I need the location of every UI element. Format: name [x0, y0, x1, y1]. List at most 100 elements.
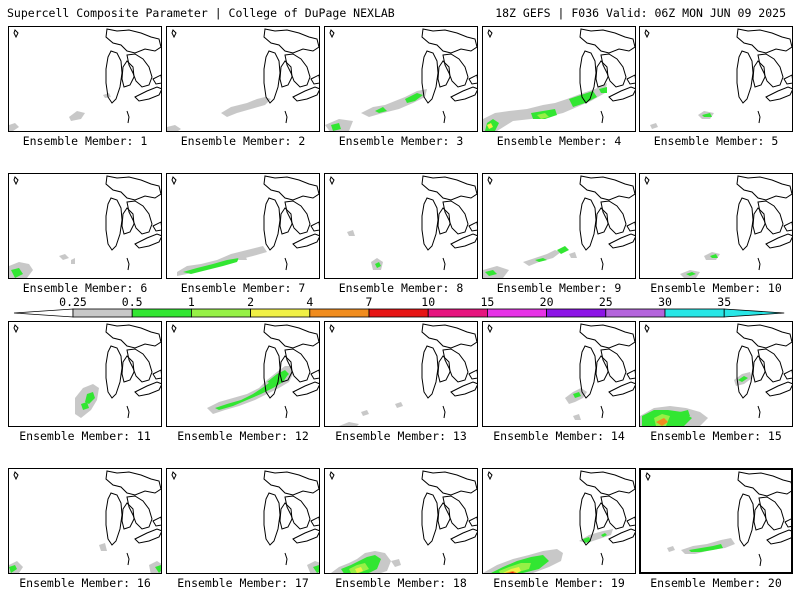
colorbar-segment: [664, 308, 725, 318]
lake-outline: [487, 176, 493, 186]
scp-contour-fill: [485, 270, 497, 276]
scp-contour-fill: [557, 246, 569, 254]
ensemble-member-panel-11[interactable]: [8, 321, 162, 427]
ensemble-member-panel-20[interactable]: [639, 468, 793, 574]
lake-outline: [421, 323, 477, 349]
lake-outline: [292, 233, 319, 249]
ensemble-member-panel-3[interactable]: [324, 26, 478, 132]
colorbar-tick-label: 0.5: [122, 295, 143, 309]
lake-outline: [13, 324, 19, 334]
lake-outline: [784, 518, 791, 528]
ensemble-member-panel-15[interactable]: [639, 321, 793, 427]
lake-outline: [152, 221, 161, 232]
scp-contour-fill: [537, 113, 549, 119]
coast-outline: [600, 552, 604, 566]
lake-outline: [487, 471, 493, 481]
ensemble-member-panel-1[interactable]: [8, 26, 162, 132]
colorbar-tick-label: 7: [366, 295, 373, 309]
scp-contour-fill: [681, 538, 735, 554]
lake-outline: [626, 221, 635, 232]
lake-outline: [171, 324, 177, 334]
coast-outline: [126, 110, 130, 124]
ensemble-member-panel-19[interactable]: [482, 468, 636, 574]
member-map-7: [171, 175, 319, 276]
colorbar-segment: [368, 308, 429, 318]
coast-outline: [442, 405, 446, 419]
lake-outline: [626, 369, 635, 380]
lake-outline: [608, 86, 635, 102]
member-map-16: [9, 470, 161, 573]
member-label-11: Ensemble Member: 11: [19, 429, 151, 443]
scp-contour-fill: [361, 410, 369, 416]
lake-outline: [13, 176, 19, 186]
ensemble-member-panel-12[interactable]: [166, 321, 320, 427]
scp-contour-fill: [339, 422, 359, 426]
coast-outline: [600, 110, 604, 124]
lake-outline: [468, 516, 477, 527]
scp-contour-fill: [395, 402, 403, 408]
lake-outline: [263, 197, 281, 251]
lake-outline: [595, 207, 609, 235]
lake-outline: [579, 345, 597, 399]
colorbar-under-arrow: [13, 308, 74, 318]
lake-outline: [442, 495, 469, 530]
lake-outline: [421, 470, 477, 496]
coast-outline: [284, 110, 288, 124]
ensemble-member-panel-8[interactable]: [324, 173, 478, 279]
lake-outline: [279, 207, 293, 235]
coast-outline: [442, 257, 446, 271]
lake-outline: [263, 50, 281, 104]
lake-outline: [758, 496, 785, 531]
ensemble-member-panel-14[interactable]: [482, 321, 636, 427]
lake-outline: [579, 28, 635, 54]
coast-outline: [284, 405, 288, 419]
member-map-12: [171, 323, 319, 419]
ensemble-member-panel-17[interactable]: [166, 468, 320, 574]
lake-outline: [608, 528, 635, 544]
scp-contour-fill: [599, 87, 607, 93]
ensemble-member-panel-13[interactable]: [324, 321, 478, 427]
lake-outline: [292, 86, 319, 102]
scp-contour-fill: [656, 418, 668, 426]
ensemble-member-panel-2[interactable]: [166, 26, 320, 132]
colorbar-tick-label: 10: [421, 295, 435, 309]
lake-outline: [284, 495, 311, 530]
lake-outline: [600, 53, 627, 88]
lake-outline: [783, 369, 792, 380]
ensemble-member-panel-10[interactable]: [639, 173, 793, 279]
scp-contour-fill: [155, 565, 161, 573]
lake-outline: [263, 28, 319, 54]
colorbar-tick-label: 25: [599, 295, 613, 309]
lake-outline: [152, 369, 161, 380]
lake-outline: [450, 381, 477, 397]
lake-outline: [292, 528, 319, 544]
product-title: Supercell Composite Parameter | College …: [7, 6, 395, 20]
lake-outline: [134, 381, 161, 397]
lake-outline: [279, 355, 293, 383]
member-map-8: [329, 175, 477, 271]
ensemble-member-panel-4[interactable]: [482, 26, 636, 132]
ensemble-member-panel-9[interactable]: [482, 173, 636, 279]
lake-outline: [644, 176, 650, 186]
lake-outline: [310, 74, 319, 85]
scp-contour-fill: [11, 268, 23, 278]
ensemble-member-panel-16[interactable]: [8, 468, 162, 574]
lake-outline: [468, 74, 477, 85]
lake-outline: [152, 74, 161, 85]
member-label-5: Ensemble Member: 5: [653, 134, 779, 148]
ensemble-member-panel-18[interactable]: [324, 468, 478, 574]
scp-contour-fill: [375, 107, 387, 113]
ensemble-member-panel-7[interactable]: [166, 173, 320, 279]
lake-outline: [329, 176, 335, 186]
lake-outline: [152, 516, 161, 527]
lake-outline: [284, 200, 311, 235]
ensemble-member-panel-6[interactable]: [8, 173, 162, 279]
ensemble-member-panel-5[interactable]: [639, 26, 793, 132]
lake-outline: [579, 175, 635, 201]
scp-contour-fill: [221, 97, 271, 117]
lake-outline: [600, 200, 627, 235]
lake-outline: [310, 369, 319, 380]
member-map-5: [644, 28, 792, 129]
coast-outline: [284, 552, 288, 566]
member-map-14: [487, 323, 635, 420]
